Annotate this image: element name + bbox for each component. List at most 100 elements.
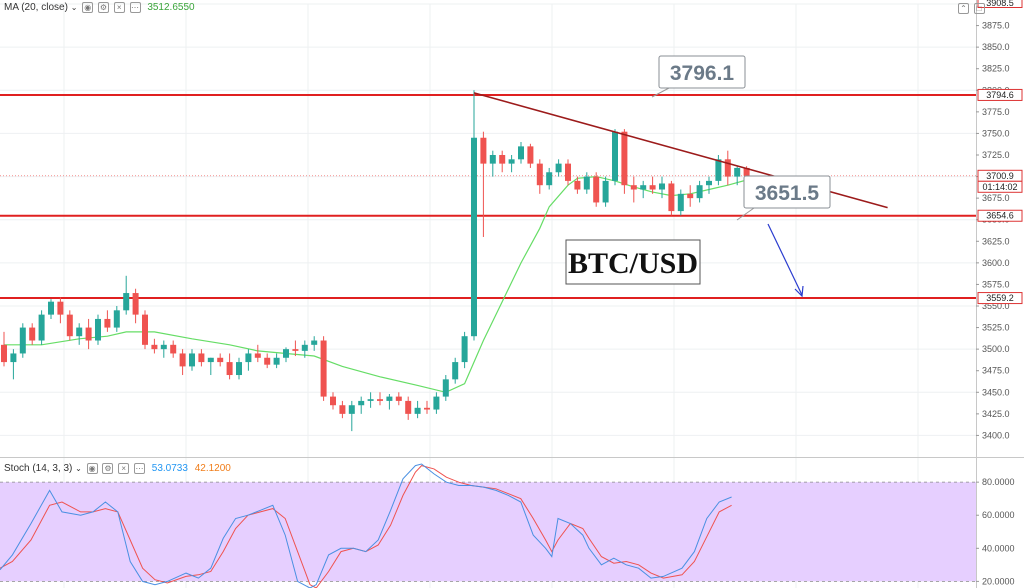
candle-body bbox=[170, 344, 177, 354]
price-tick-label: 3625.0 bbox=[982, 236, 1010, 246]
settings-icon[interactable]: ⚙ bbox=[97, 2, 109, 13]
candle-body bbox=[574, 180, 581, 190]
callout-upper-text: 3796.1 bbox=[670, 62, 735, 85]
price-tag-current: 3700.9 bbox=[986, 171, 1014, 181]
collapse-pane-icon[interactable]: ⌃ bbox=[958, 3, 969, 15]
pane-controls[interactable]: ⌃ □ bbox=[956, 3, 985, 15]
candle-body bbox=[283, 349, 289, 358]
stoch-tick-label: 80.0000 bbox=[982, 477, 1015, 487]
candle-body bbox=[264, 357, 271, 365]
candle-body bbox=[76, 327, 83, 337]
more-icon[interactable]: ⋯ bbox=[129, 2, 141, 13]
candle-body bbox=[377, 399, 383, 401]
candle-body bbox=[546, 172, 553, 186]
price-tick-label: 3675.0 bbox=[982, 193, 1010, 203]
candle-body bbox=[10, 353, 17, 363]
candle-body bbox=[489, 155, 496, 164]
price-tag-resistance: 3794.6 bbox=[986, 90, 1014, 100]
candle-body bbox=[95, 318, 101, 341]
candle-body bbox=[536, 163, 543, 186]
price-tag-support2: 3559.2 bbox=[986, 293, 1014, 303]
candle-body bbox=[189, 353, 195, 367]
candle-body bbox=[236, 362, 242, 376]
candle-body bbox=[358, 400, 365, 406]
candle-body bbox=[48, 301, 54, 315]
candle-body bbox=[565, 163, 571, 181]
candle-body bbox=[66, 314, 73, 337]
price-tag-support2-bg bbox=[977, 292, 1023, 305]
candle-body bbox=[555, 163, 562, 173]
candle-body bbox=[640, 185, 647, 190]
candle-body bbox=[123, 293, 130, 311]
price-tick-label: 3500.0 bbox=[982, 344, 1010, 354]
price-tag-timer-bg bbox=[977, 180, 1023, 193]
stoch-d-line bbox=[0, 465, 732, 588]
close-icon[interactable]: × bbox=[118, 463, 130, 474]
candle-body bbox=[151, 344, 158, 350]
candle-body bbox=[471, 137, 477, 337]
candle-body bbox=[311, 340, 318, 345]
candle-body bbox=[649, 185, 656, 190]
candle-body bbox=[339, 405, 346, 414]
chevron-down-icon[interactable]: ⌄ bbox=[75, 464, 82, 474]
price-tick-label: 3575.0 bbox=[982, 279, 1010, 289]
candle-body bbox=[226, 362, 233, 376]
eye-icon[interactable]: ◉ bbox=[82, 2, 94, 13]
price-tick-label: 3750.0 bbox=[982, 128, 1010, 138]
pair-label: BTC/USD bbox=[568, 247, 698, 280]
settings-icon[interactable]: ⚙ bbox=[102, 463, 114, 474]
stoch-tick-label: 40.0000 bbox=[982, 543, 1015, 553]
price-tick-label: 3875.0 bbox=[982, 21, 1010, 31]
candle-body bbox=[245, 353, 252, 363]
candle-body bbox=[602, 180, 609, 203]
price-tick-label: 3850.0 bbox=[982, 42, 1010, 52]
candle-body bbox=[583, 176, 590, 190]
price-tick-label: 3600.0 bbox=[982, 258, 1010, 268]
candle-body bbox=[706, 180, 712, 186]
candle-body bbox=[395, 396, 402, 401]
candle-body bbox=[113, 310, 120, 328]
callout-lower-box[interactable] bbox=[743, 175, 831, 209]
price-tag-top-bg bbox=[977, 0, 1023, 8]
candle-body bbox=[348, 405, 355, 414]
candle-body bbox=[499, 155, 506, 164]
stoch-tick-label: 60.0000 bbox=[982, 510, 1015, 520]
candle-body bbox=[724, 159, 731, 177]
candle-body bbox=[518, 146, 524, 160]
candle-body bbox=[85, 327, 92, 341]
ma-value: 3512.6550 bbox=[147, 2, 195, 14]
candle-body bbox=[593, 176, 600, 203]
stoch-k-line bbox=[0, 463, 732, 588]
callout-upper-box[interactable] bbox=[658, 55, 746, 89]
candle-body bbox=[687, 193, 694, 199]
candle-body bbox=[480, 137, 487, 164]
more-icon[interactable]: ⋯ bbox=[133, 463, 145, 474]
candle-body bbox=[715, 159, 722, 181]
candle-body bbox=[386, 396, 393, 401]
price-tick-label: 3525.0 bbox=[982, 323, 1010, 333]
eye-icon[interactable]: ◉ bbox=[86, 463, 98, 474]
stoch-tick-label: 20.0000 bbox=[982, 576, 1015, 586]
candle-body bbox=[743, 167, 750, 176]
callout-upper-pointer bbox=[651, 87, 670, 98]
ma-indicator-label[interactable]: MA (20, close) ⌄ ◉ ⚙ × ⋯ 3512.6550 bbox=[4, 2, 195, 13]
close-icon[interactable]: × bbox=[113, 2, 125, 13]
candle-body bbox=[405, 400, 412, 414]
candle-body bbox=[527, 146, 534, 164]
candle-body bbox=[179, 353, 186, 367]
ma-indicator-name: MA (20, close) bbox=[4, 2, 68, 14]
stoch-indicator-label[interactable]: Stoch (14, 3, 3) ⌄ ◉ ⚙ × ⋯ 53.0733 42.12… bbox=[4, 463, 231, 474]
candle-body bbox=[734, 167, 741, 177]
candle-body bbox=[104, 318, 111, 328]
candle-body bbox=[433, 396, 440, 410]
candle-body bbox=[696, 185, 703, 199]
down-arrow[interactable] bbox=[767, 223, 803, 296]
maximize-pane-icon[interactable]: □ bbox=[973, 3, 985, 15]
candle-body bbox=[621, 131, 628, 186]
price-tag-timer: 01:14:02 bbox=[982, 182, 1017, 192]
chevron-down-icon[interactable]: ⌄ bbox=[70, 3, 78, 13]
candle-body bbox=[320, 340, 327, 397]
candle-body bbox=[160, 344, 167, 350]
callout-lower-text: 3651.5 bbox=[755, 182, 820, 205]
